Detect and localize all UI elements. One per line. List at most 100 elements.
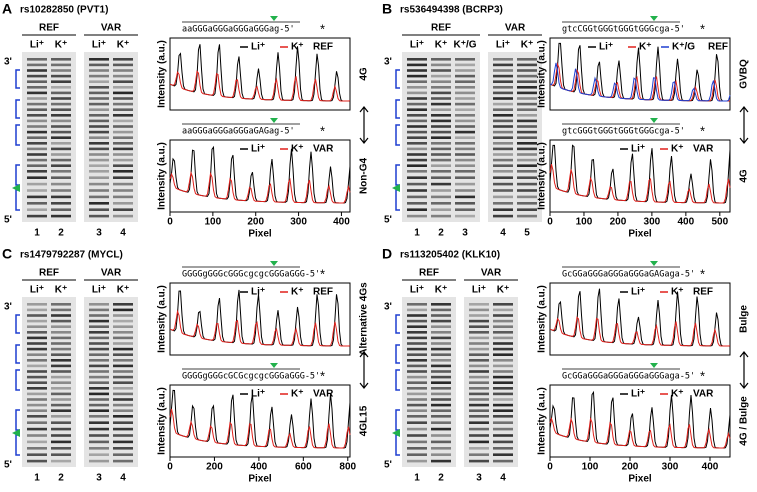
gel-band — [455, 208, 475, 211]
gel-band — [493, 353, 513, 356]
gel-band — [27, 119, 47, 123]
gel-band — [89, 347, 109, 351]
gel-band — [493, 331, 513, 334]
gel-band — [27, 74, 47, 78]
gel-band — [89, 434, 109, 437]
gel-band — [455, 170, 475, 173]
gel-band — [113, 136, 133, 139]
x-tick-label: 100 — [205, 217, 222, 228]
gel-label: VAR — [101, 268, 122, 279]
region-bracket — [15, 409, 20, 431]
panel-letter: C — [2, 246, 12, 262]
gel-band — [407, 403, 427, 407]
x-tick-label: 500 — [711, 217, 728, 228]
gel-band — [455, 63, 475, 67]
gel-band — [51, 308, 71, 312]
legend-label: Li⁺ — [251, 389, 265, 400]
gel-band — [113, 142, 133, 145]
gel-band — [493, 403, 513, 407]
gel-band — [89, 319, 109, 323]
gel-band — [113, 325, 133, 328]
gel-band — [455, 142, 475, 145]
gel-band — [89, 353, 109, 356]
gel-band — [493, 421, 513, 424]
gel-band — [51, 347, 71, 351]
gel-band — [113, 108, 133, 111]
gel-band — [493, 208, 513, 211]
gel-band — [51, 409, 71, 412]
gel-band — [27, 403, 47, 407]
gel-band — [113, 403, 133, 407]
side-arrow — [359, 351, 369, 389]
region-bracket — [395, 369, 400, 391]
gel-band — [517, 136, 537, 139]
gel-band — [431, 459, 451, 463]
gel-band — [407, 214, 427, 218]
lane-number: 3 — [476, 473, 482, 484]
trace-tag: VAR — [313, 389, 334, 400]
lane-number: 5 — [524, 228, 530, 239]
gel-band — [27, 453, 47, 456]
gel-band — [407, 398, 427, 401]
legend-label: Li⁺ — [631, 287, 645, 298]
x-axis-label: Pixel — [628, 474, 652, 485]
gel-band — [113, 440, 133, 444]
gel-band — [407, 130, 427, 134]
gel-band — [517, 102, 537, 106]
x-tick-label: 0 — [167, 217, 173, 228]
lane-number: 4 — [500, 473, 506, 484]
gel-band — [51, 108, 71, 111]
gel-band — [431, 164, 451, 167]
gel-band — [407, 147, 427, 151]
gel-band — [113, 158, 133, 162]
gel-band — [27, 202, 47, 205]
gel-band — [113, 303, 133, 306]
gel-band — [431, 403, 451, 407]
gel-band — [455, 189, 475, 192]
gel-band — [113, 331, 133, 334]
plot-frame — [549, 384, 731, 458]
gel-band — [27, 421, 47, 424]
snp-arrow — [650, 118, 658, 123]
region-bracket — [15, 69, 20, 89]
gel-band — [493, 398, 513, 401]
gel-band — [89, 86, 109, 89]
gel-band — [431, 136, 451, 139]
snp-arrow — [270, 261, 278, 266]
legend-label: Li⁺ — [631, 389, 645, 400]
gel-band — [51, 102, 71, 106]
gel-band — [455, 214, 475, 218]
gel-band — [431, 342, 451, 345]
gel-band — [407, 142, 427, 145]
gel-band — [113, 415, 133, 418]
gel-band — [89, 119, 109, 123]
lane-number: 2 — [58, 473, 64, 484]
gel-band — [455, 202, 475, 205]
gel-band — [27, 392, 47, 396]
lane-number: 4 — [120, 228, 126, 239]
lane-number: 1 — [34, 228, 40, 239]
gel-band — [27, 102, 47, 106]
snp-arrow — [392, 429, 400, 437]
gel-band — [89, 447, 109, 450]
y-axis-label: Intensity (a.u.) — [537, 142, 548, 210]
gel-band — [27, 336, 47, 340]
gel-band — [51, 125, 71, 128]
lane-number: 3 — [96, 473, 102, 484]
gel-band — [493, 63, 513, 67]
gel-band — [493, 80, 513, 83]
gel-band — [455, 108, 475, 111]
gel-band — [469, 434, 489, 437]
trace-line — [549, 163, 731, 204]
gel-band — [407, 119, 427, 123]
snp-arrow — [392, 184, 400, 192]
snp-arrow — [12, 184, 20, 192]
gel-band — [517, 91, 537, 95]
gel-band — [455, 182, 475, 186]
gel-band — [27, 342, 47, 345]
gel-band — [469, 447, 489, 450]
gel-band — [407, 375, 427, 379]
gel-label: VAR — [481, 268, 502, 279]
asterisk: * — [320, 21, 325, 36]
